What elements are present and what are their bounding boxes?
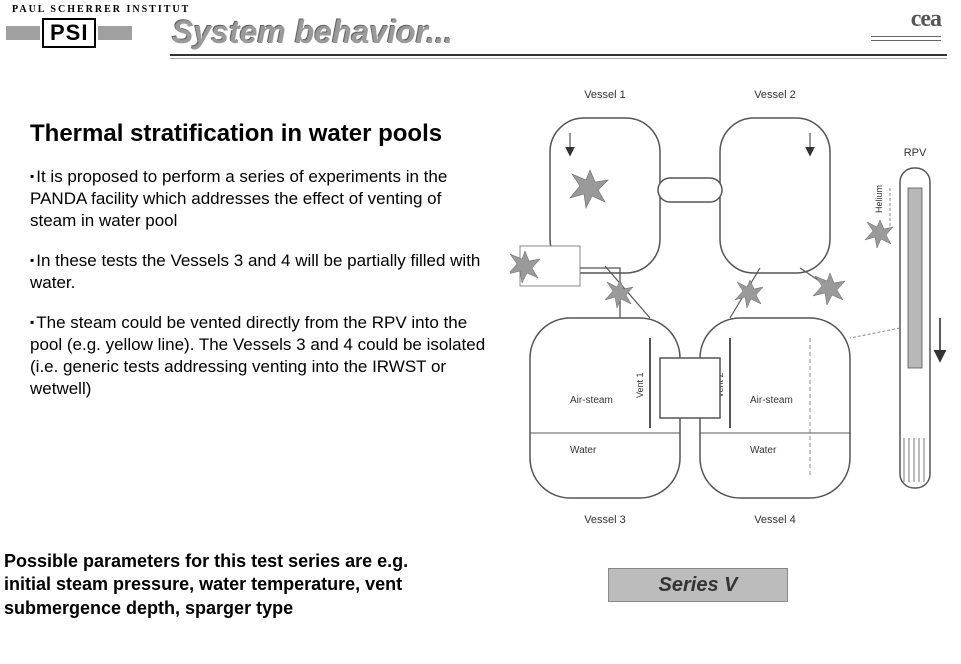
right-joint (730, 268, 845, 318)
vent1-label: Vent 1 (635, 372, 645, 398)
vessel-3: Air-steam Water Vessel 3 Vent 1 (530, 318, 680, 526)
slide-title: System behavior... (172, 14, 453, 51)
air-steam-left: Air-steam (570, 395, 613, 406)
series-box: Series V (608, 568, 788, 602)
water-left: Water (570, 445, 597, 456)
cea-underline-2 (871, 40, 941, 41)
rpv-label: RPV (904, 147, 927, 159)
vessel4-label: Vessel 4 (754, 514, 796, 526)
cea-logo: cea (911, 6, 941, 33)
vessel-2: Vessel 2 (720, 89, 830, 273)
lower-connector (660, 358, 720, 418)
upper-connector (658, 178, 722, 202)
vessel-4: Air-steam Water Vessel 4 Vent 2 (700, 318, 850, 526)
bullet-2: In these tests the Vessels 3 and 4 will … (30, 250, 490, 294)
water-right: Water (750, 445, 777, 456)
institute-label: PAUL SCHERRER INSTITUT (12, 4, 190, 15)
slide-header: PAUL SCHERRER INSTITUT PSI System behavi… (0, 0, 961, 62)
bullet-1: It is proposed to perform a series of ex… (30, 166, 490, 232)
rpv: RPV Helium (850, 147, 940, 488)
header-rule (170, 54, 947, 56)
header-rule-2 (170, 58, 947, 59)
text-column: Thermal stratification in water pools It… (30, 120, 490, 418)
vessel1-label: Vessel 1 (584, 89, 626, 101)
section-heading: Thermal stratification in water pools (30, 120, 490, 148)
vessel-diagram: Vessel 1 Vessel 2 Air-stea (510, 78, 950, 548)
cea-underline-1 (871, 36, 941, 37)
bullet-3: The steam could be vented directly from … (30, 312, 490, 400)
footer-note: Possible parameters for this test series… (4, 550, 454, 620)
psi-logo-text: PSI (42, 18, 96, 48)
vessel-1: Vessel 1 (550, 89, 660, 273)
vessel2-label: Vessel 2 (754, 89, 796, 101)
vessel3-label: Vessel 3 (584, 514, 626, 526)
air-steam-right: Air-steam (750, 395, 793, 406)
psi-logo: PSI (6, 18, 132, 48)
helium-label: Helium (874, 185, 884, 213)
